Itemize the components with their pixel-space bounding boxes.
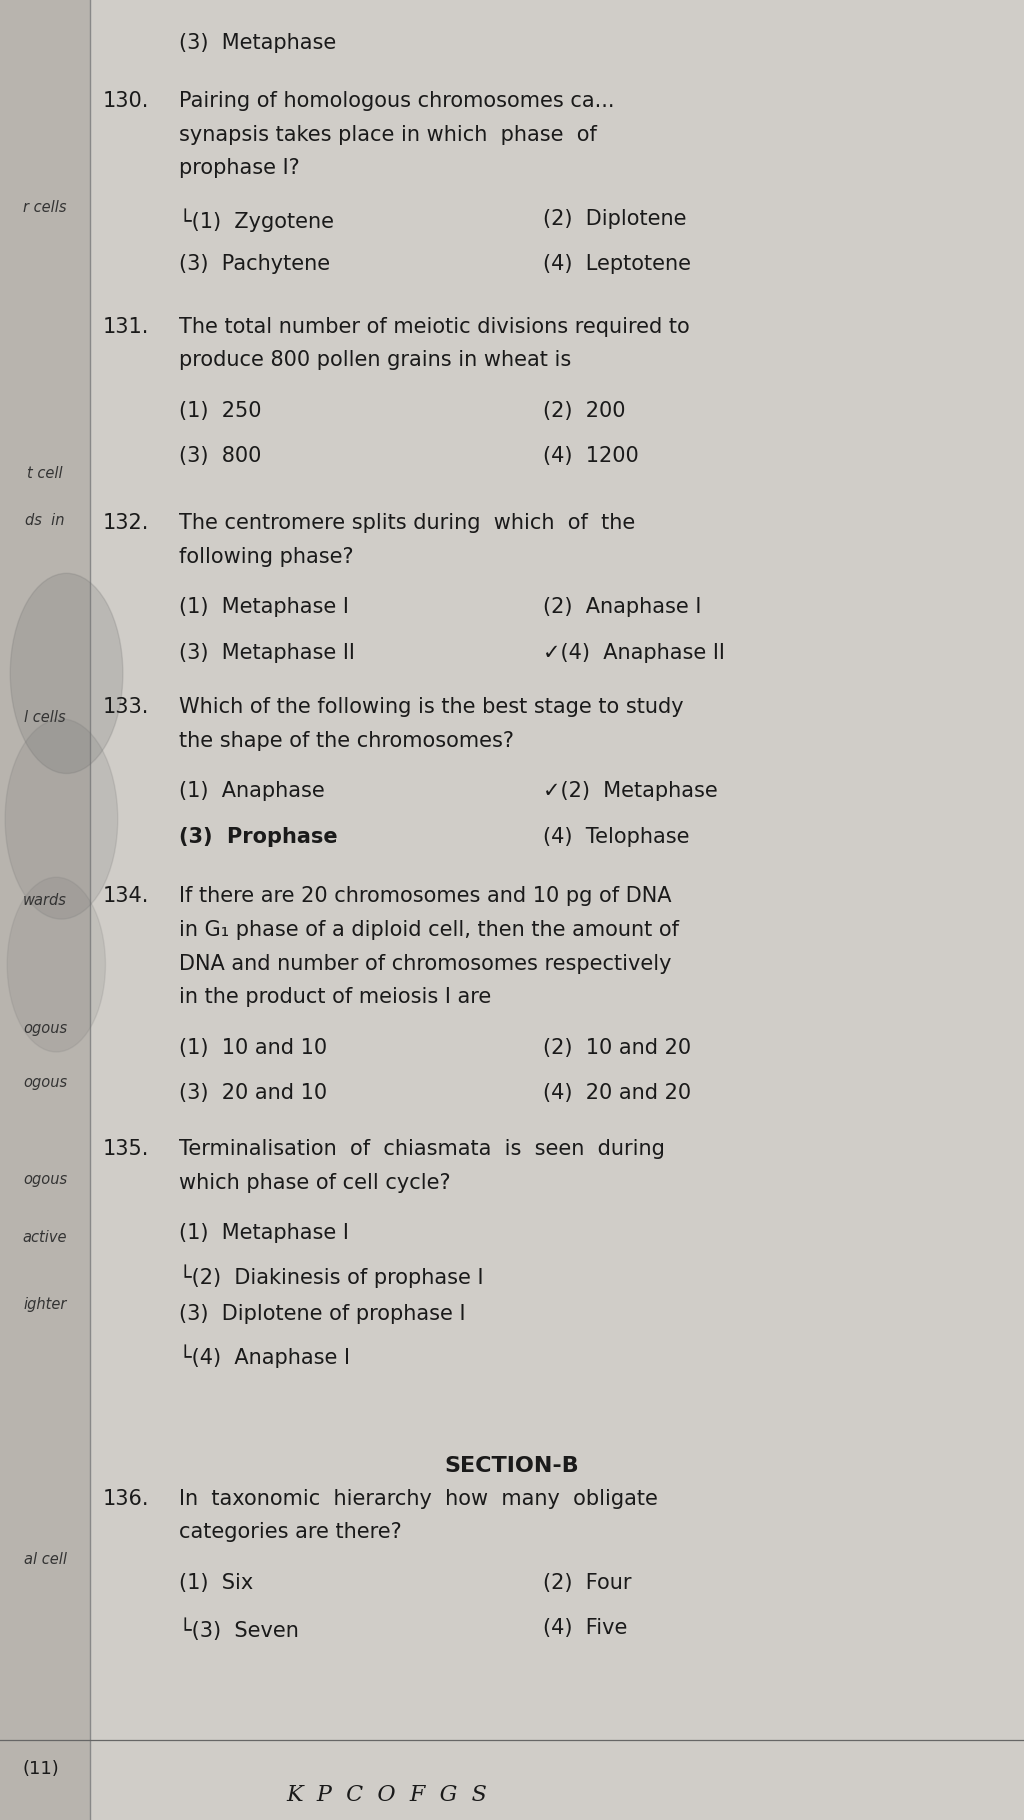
Text: categories are there?: categories are there? (179, 1522, 402, 1542)
Circle shape (10, 573, 123, 774)
Text: (3)  20 and 10: (3) 20 and 10 (179, 1083, 328, 1103)
Text: (4)  Telophase: (4) Telophase (543, 826, 689, 846)
Text: 136.: 136. (102, 1489, 148, 1509)
Text: active: active (23, 1230, 68, 1245)
Text: (3)  Prophase: (3) Prophase (179, 826, 338, 846)
Text: SECTION-B: SECTION-B (444, 1456, 580, 1476)
Text: al cell: al cell (24, 1552, 67, 1567)
Text: ogous: ogous (23, 1021, 68, 1036)
Text: l cells: l cells (25, 710, 66, 724)
Text: └(2)  Diakinesis of prophase I: └(2) Diakinesis of prophase I (179, 1263, 483, 1287)
Text: (2)  Anaphase I: (2) Anaphase I (543, 597, 701, 617)
Text: DNA and number of chromosomes respectively: DNA and number of chromosomes respective… (179, 954, 672, 974)
Text: K  P  C  O  F  G  S: K P C O F G S (287, 1784, 487, 1805)
Text: 130.: 130. (102, 91, 148, 111)
Text: ✓(2)  Metaphase: ✓(2) Metaphase (543, 781, 718, 801)
Text: (4)  1200: (4) 1200 (543, 446, 639, 466)
Bar (0, 0, 90, 1820)
Text: (2)  200: (2) 200 (543, 400, 626, 420)
Text: Terminalisation  of  chiasmata  is  seen  during: Terminalisation of chiasmata is seen dur… (179, 1139, 665, 1159)
Text: in G₁ phase of a diploid cell, then the amount of: in G₁ phase of a diploid cell, then the … (179, 921, 679, 939)
Text: t cell: t cell (28, 466, 62, 480)
Text: └(3)  Seven: └(3) Seven (179, 1618, 299, 1642)
Text: ogous: ogous (23, 1076, 68, 1090)
Text: ogous: ogous (23, 1172, 68, 1187)
Text: 131.: 131. (102, 317, 148, 337)
Text: (3)  Pachytene: (3) Pachytene (179, 255, 331, 275)
Text: following phase?: following phase? (179, 548, 354, 566)
Text: ighter: ighter (24, 1298, 67, 1312)
Text: 133.: 133. (102, 697, 148, 717)
Text: If there are 20 chromosomes and 10 pg of DNA: If there are 20 chromosomes and 10 pg of… (179, 886, 672, 906)
Text: (1)  Anaphase: (1) Anaphase (179, 781, 325, 801)
Text: which phase of cell cycle?: which phase of cell cycle? (179, 1174, 451, 1192)
Text: (4)  20 and 20: (4) 20 and 20 (543, 1083, 691, 1103)
Text: (1)  Metaphase I: (1) Metaphase I (179, 1223, 349, 1243)
Text: The total number of meiotic divisions required to: The total number of meiotic divisions re… (179, 317, 690, 337)
Text: └(4)  Anaphase I: └(4) Anaphase I (179, 1345, 350, 1369)
Text: (2)  10 and 20: (2) 10 and 20 (543, 1037, 691, 1057)
Text: produce 800 pollen grains in wheat is: produce 800 pollen grains in wheat is (179, 349, 571, 369)
Text: (11): (11) (23, 1760, 59, 1778)
Text: synapsis takes place in which  phase  of: synapsis takes place in which phase of (179, 124, 597, 144)
Text: Pairing of homologous chromosomes ca...: Pairing of homologous chromosomes ca... (179, 91, 614, 111)
Text: (1)  Six: (1) Six (179, 1572, 254, 1592)
Text: (3)  Metaphase II: (3) Metaphase II (179, 642, 355, 662)
Text: prophase I?: prophase I? (179, 158, 300, 178)
Circle shape (7, 877, 105, 1052)
Text: ✓(4)  Anaphase II: ✓(4) Anaphase II (543, 642, 725, 662)
Text: (3)  800: (3) 800 (179, 446, 261, 466)
Text: Which of the following is the best stage to study: Which of the following is the best stage… (179, 697, 684, 717)
Text: (4)  Leptotene: (4) Leptotene (543, 255, 691, 275)
Text: (1)  250: (1) 250 (179, 400, 262, 420)
Text: The centromere splits during  which  of  the: The centromere splits during which of th… (179, 513, 636, 533)
Text: 134.: 134. (102, 886, 148, 906)
Text: in the product of meiosis I are: in the product of meiosis I are (179, 986, 492, 1006)
Text: (1)  10 and 10: (1) 10 and 10 (179, 1037, 328, 1057)
Text: r cells: r cells (24, 200, 67, 215)
Text: (4)  Five: (4) Five (543, 1618, 627, 1638)
Text: (3)  Metaphase: (3) Metaphase (179, 33, 337, 53)
Text: 132.: 132. (102, 513, 148, 533)
Circle shape (5, 719, 118, 919)
Text: ds  in: ds in (26, 513, 65, 528)
Text: (3)  Diplotene of prophase I: (3) Diplotene of prophase I (179, 1305, 466, 1325)
Text: the shape of the chromosomes?: the shape of the chromosomes? (179, 730, 514, 750)
Text: wards: wards (24, 894, 67, 908)
Text: (2)  Diplotene: (2) Diplotene (543, 209, 686, 229)
Text: └(1)  Zygotene: └(1) Zygotene (179, 209, 334, 233)
Text: (1)  Metaphase I: (1) Metaphase I (179, 597, 349, 617)
Text: (2)  Four: (2) Four (543, 1572, 631, 1592)
Text: 135.: 135. (102, 1139, 148, 1159)
Text: In  taxonomic  hierarchy  how  many  obligate: In taxonomic hierarchy how many obligate (179, 1489, 658, 1509)
